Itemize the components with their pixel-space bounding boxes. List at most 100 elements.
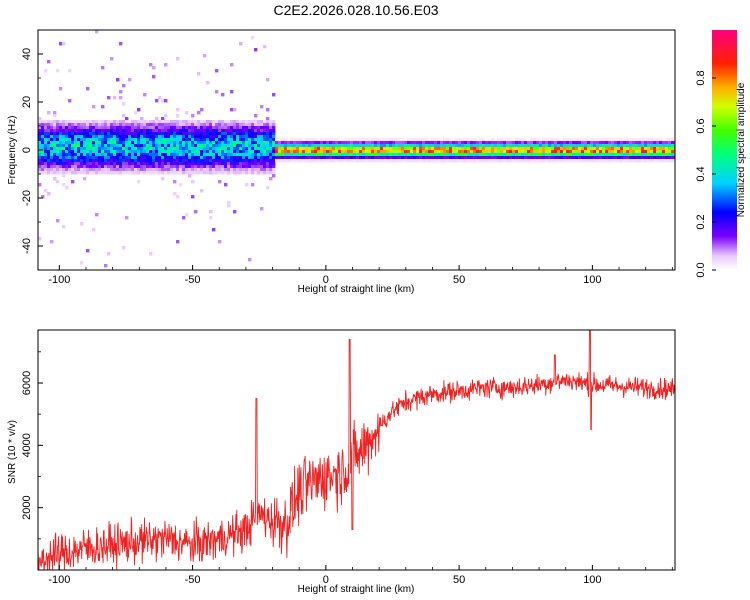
heatmap-cell bbox=[314, 156, 318, 160]
heatmap-cell bbox=[596, 144, 600, 148]
heatmap-cell bbox=[65, 144, 69, 148]
heatmap-cell bbox=[101, 120, 105, 124]
heatmap-cell bbox=[74, 162, 78, 166]
heatmap-cell bbox=[659, 141, 663, 145]
heatmap-cell bbox=[110, 156, 114, 160]
heatmap-cell bbox=[653, 141, 657, 145]
heatmap-cell bbox=[569, 153, 573, 157]
heatmap-cell bbox=[278, 138, 282, 142]
heatmap-cell bbox=[86, 153, 90, 157]
heatmap-cell bbox=[89, 162, 93, 166]
heatmap-cell bbox=[497, 153, 501, 157]
heatmap-cell bbox=[362, 159, 366, 163]
heatmap-cell bbox=[380, 156, 384, 160]
heatmap-cell bbox=[623, 150, 627, 154]
heatmap-cell bbox=[563, 150, 567, 154]
heatmap-cell bbox=[53, 150, 57, 154]
heatmap-cell bbox=[215, 132, 219, 136]
heatmap-cell bbox=[257, 156, 261, 160]
heatmap-cell bbox=[281, 153, 285, 157]
heatmap-cell bbox=[293, 156, 297, 160]
heatmap-cell bbox=[176, 114, 180, 118]
heatmap-cell bbox=[173, 180, 177, 184]
heatmap-cell bbox=[86, 144, 90, 148]
heatmap-cell bbox=[182, 216, 186, 220]
heatmap-cell bbox=[158, 135, 162, 139]
heatmap-cell bbox=[263, 150, 267, 154]
heatmap-cell bbox=[248, 129, 252, 133]
heatmap-cell bbox=[638, 144, 642, 148]
heatmap-cell bbox=[497, 159, 501, 163]
heatmap-cell bbox=[557, 150, 561, 154]
heatmap-cell bbox=[155, 159, 159, 163]
heatmap-cell bbox=[584, 138, 588, 142]
heatmap-cell bbox=[230, 135, 234, 139]
heatmap-cell bbox=[77, 135, 81, 139]
heatmap-cell bbox=[128, 141, 132, 145]
heatmap-cell bbox=[452, 141, 456, 145]
heatmap-cell bbox=[566, 138, 570, 142]
heatmap-cell bbox=[554, 156, 558, 160]
heatmap-cell bbox=[170, 153, 174, 157]
heatmap-cell bbox=[47, 132, 51, 136]
heatmap-cell bbox=[464, 150, 468, 154]
heatmap-cell bbox=[581, 138, 585, 142]
heatmap-cell bbox=[176, 195, 180, 199]
heatmap-cell bbox=[89, 141, 93, 145]
x-tick-label: -100 bbox=[48, 574, 70, 586]
heatmap-cell bbox=[110, 165, 114, 169]
heatmap-cell bbox=[569, 144, 573, 148]
heatmap-cell bbox=[140, 159, 144, 163]
heatmap-cell bbox=[185, 144, 189, 148]
heatmap-cell bbox=[281, 144, 285, 148]
heatmap-cell bbox=[59, 144, 63, 148]
heatmap-cell bbox=[185, 129, 189, 133]
heatmap-cell bbox=[410, 156, 414, 160]
heatmap-cell bbox=[125, 129, 129, 133]
heatmap-cell bbox=[617, 153, 621, 157]
colorbar-label: Normalized spectral amplitude bbox=[736, 82, 747, 217]
heatmap-cell bbox=[134, 126, 138, 130]
heatmap-cell bbox=[338, 144, 342, 148]
heatmap-cell bbox=[167, 168, 171, 172]
heatmap-cell bbox=[77, 144, 81, 148]
heatmap-cell bbox=[650, 144, 654, 148]
heatmap-cell bbox=[464, 141, 468, 145]
heatmap-cell bbox=[584, 144, 588, 148]
heatmap-cell bbox=[167, 123, 171, 127]
heatmap-cell bbox=[176, 144, 180, 148]
heatmap-cell bbox=[524, 153, 528, 157]
heatmap-cell bbox=[83, 177, 87, 181]
heatmap-cell bbox=[203, 165, 207, 169]
heatmap-cell bbox=[191, 180, 195, 184]
heatmap-cell bbox=[80, 222, 84, 226]
heatmap-cell bbox=[539, 153, 543, 157]
heatmap-cell bbox=[215, 129, 219, 133]
heatmap-cell bbox=[647, 159, 651, 163]
heatmap-cell bbox=[641, 156, 645, 160]
heatmap-cell bbox=[245, 120, 249, 124]
heatmap-cell bbox=[236, 123, 240, 127]
heatmap-cell bbox=[284, 138, 288, 142]
heatmap-cell bbox=[170, 132, 174, 136]
heatmap-cell bbox=[227, 171, 231, 175]
heatmap-cell bbox=[302, 156, 306, 160]
heatmap-cell bbox=[212, 153, 216, 157]
heatmap-cell bbox=[455, 156, 459, 160]
heatmap-cell bbox=[86, 156, 90, 160]
heatmap-cell bbox=[50, 126, 54, 130]
heatmap-cell bbox=[212, 156, 216, 160]
heatmap-cell bbox=[113, 150, 117, 154]
heatmap-cell bbox=[443, 159, 447, 163]
heatmap-cell bbox=[257, 120, 261, 124]
heatmap-cell bbox=[437, 156, 441, 160]
heatmap-cell bbox=[359, 153, 363, 157]
heatmap-cell bbox=[311, 159, 315, 163]
heatmap-cell bbox=[233, 210, 237, 214]
heatmap-cell bbox=[458, 141, 462, 145]
heatmap-cell bbox=[263, 135, 267, 139]
heatmap-cell bbox=[407, 144, 411, 148]
heatmap-cell bbox=[452, 156, 456, 160]
heatmap-cell bbox=[56, 129, 60, 133]
heatmap-cell bbox=[296, 144, 300, 148]
